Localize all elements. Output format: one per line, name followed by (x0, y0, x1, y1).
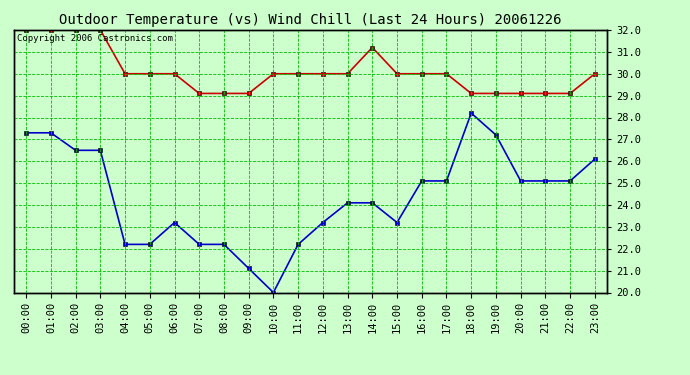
Title: Outdoor Temperature (vs) Wind Chill (Last 24 Hours) 20061226: Outdoor Temperature (vs) Wind Chill (Las… (59, 13, 562, 27)
Text: Copyright 2006 Castronics.com: Copyright 2006 Castronics.com (17, 34, 172, 43)
